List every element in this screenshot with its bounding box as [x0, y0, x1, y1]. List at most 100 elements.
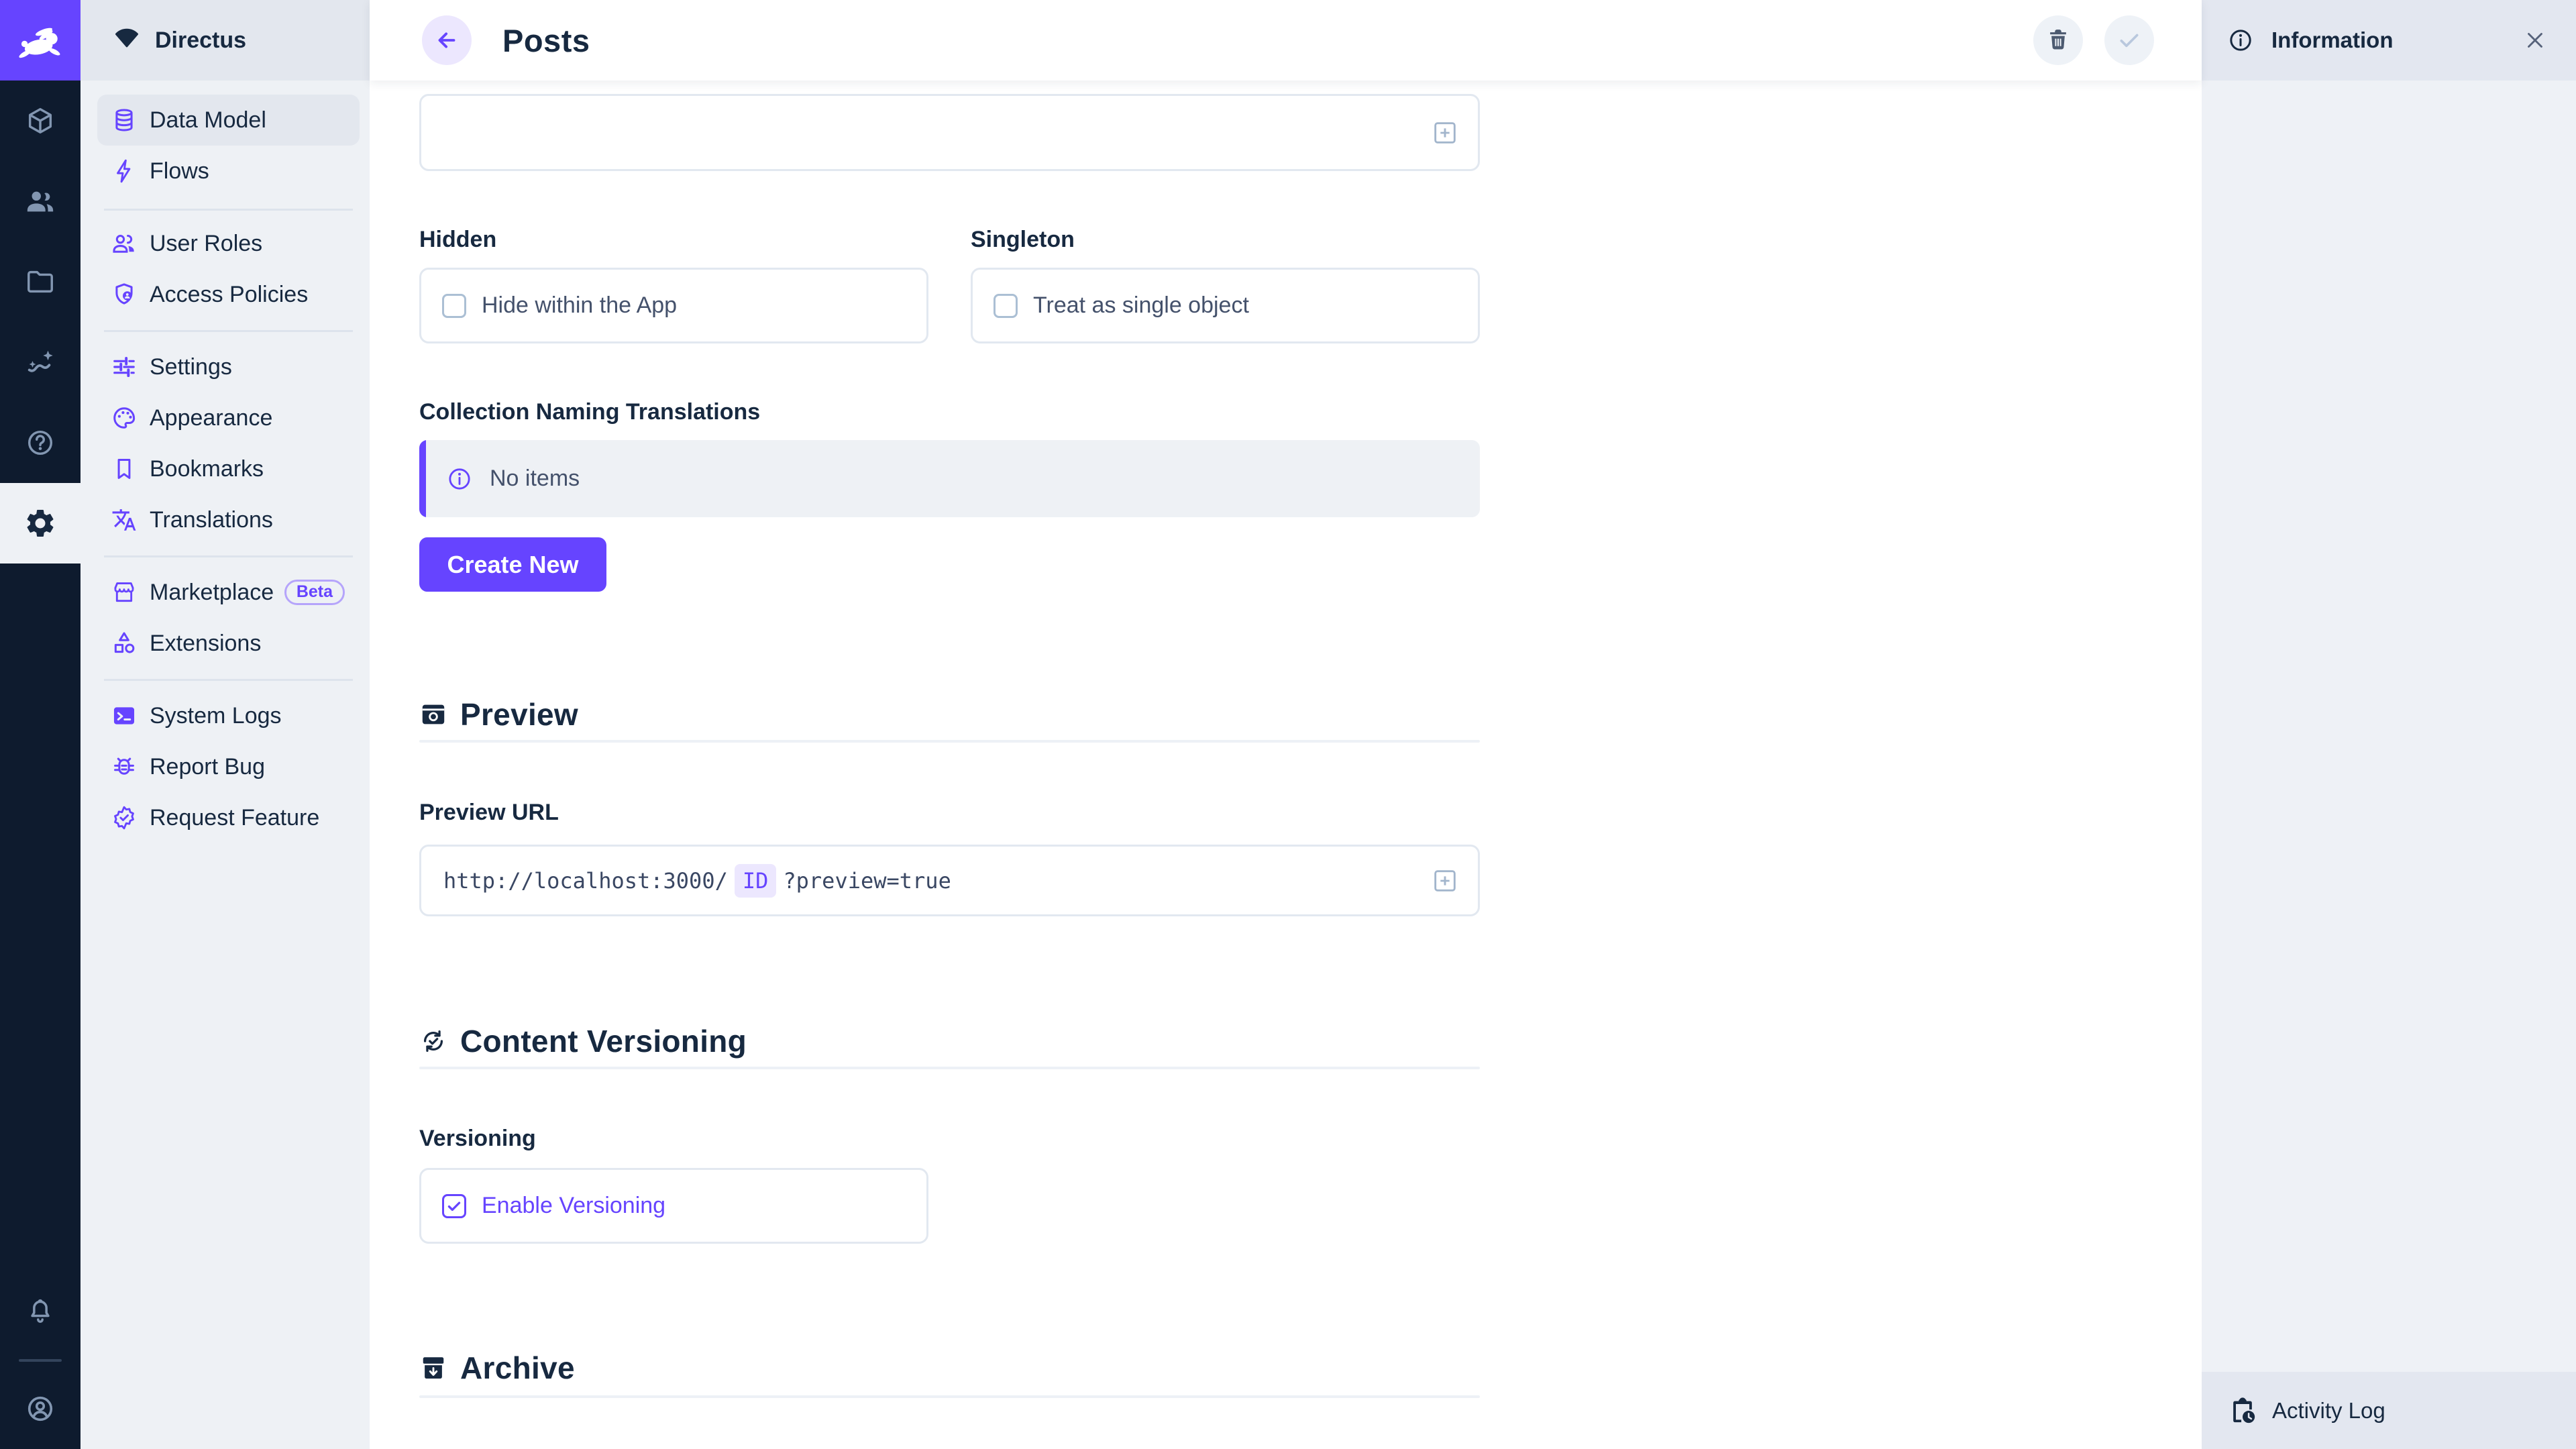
sidebar-item-flows[interactable]: Flows — [97, 146, 360, 197]
save-button[interactable] — [2104, 15, 2154, 65]
nav-divider — [104, 679, 353, 681]
url-prefix: http://localhost:3000/ — [443, 867, 728, 894]
shield-user-icon — [111, 282, 137, 307]
sidebar-item-label: System Logs — [150, 702, 282, 729]
folder-icon — [25, 266, 56, 297]
sidebar-item-system-logs[interactable]: System Logs — [97, 690, 360, 741]
module-user-directory[interactable] — [0, 161, 80, 241]
sidebar-item-marketplace[interactable]: Marketplace Beta — [97, 567, 360, 618]
singleton-checkbox-label: Treat as single object — [1033, 292, 1249, 318]
notice-accent-bar — [419, 440, 426, 517]
trash-icon — [2045, 28, 2071, 53]
main-area: Posts Hidden Singleton H — [370, 0, 2202, 1449]
singleton-label: Singleton — [971, 227, 1075, 252]
notifications-button[interactable] — [0, 1275, 80, 1350]
sidebar-item-label: Access Policies — [150, 281, 309, 307]
hidden-checkbox-row[interactable]: Hide within the App — [421, 270, 926, 341]
category-icon — [111, 631, 137, 656]
enable-versioning-label: Enable Versioning — [482, 1193, 666, 1218]
preview-icon — [419, 700, 447, 729]
sidebar-item-translations[interactable]: Translations — [97, 494, 360, 545]
sidebar-item-extensions[interactable]: Extensions — [97, 618, 360, 669]
help-icon — [25, 427, 56, 458]
versioning-heading-text: Content Versioning — [460, 1024, 747, 1059]
info-panel: Information Activity Log — [2202, 0, 2576, 1449]
sidebar-item-bookmarks[interactable]: Bookmarks — [97, 443, 360, 494]
user-menu-button[interactable] — [0, 1371, 80, 1446]
module-content[interactable] — [0, 80, 80, 161]
module-help[interactable] — [0, 402, 80, 483]
archive-icon — [419, 1354, 447, 1382]
sidebar-item-label: Request Feature — [150, 804, 320, 830]
sidebar-item-appearance[interactable]: Appearance — [97, 392, 360, 443]
nav-sidebar: Directus Data Model Flows User Roles Acc… — [80, 0, 370, 1449]
module-file-library[interactable] — [0, 241, 80, 322]
versioning-checkbox-row[interactable]: Enable Versioning — [421, 1170, 926, 1242]
arrow-left-icon — [433, 26, 461, 54]
preview-url-label: Preview URL — [419, 800, 559, 825]
module-bar-divider — [19, 1359, 62, 1362]
settings-form: Hidden Singleton Hide within the App Tre… — [419, 0, 1480, 1449]
nav-divider — [104, 330, 353, 332]
module-insights[interactable] — [0, 322, 80, 402]
info-panel-title: Information — [2271, 28, 2394, 52]
archive-heading-text: Archive — [460, 1350, 575, 1385]
activity-log-button[interactable]: Activity Log — [2202, 1372, 2576, 1449]
add-box-icon[interactable] — [1431, 119, 1459, 147]
sidebar-item-label: Marketplace — [150, 579, 274, 605]
no-items-text: No items — [490, 466, 580, 491]
project-header[interactable]: Directus — [80, 0, 370, 80]
naming-translations-label: Collection Naming Translations — [419, 399, 761, 425]
delete-button[interactable] — [2033, 15, 2083, 65]
directus-logo[interactable] — [0, 0, 80, 80]
people-icon — [25, 186, 56, 217]
add-box-icon[interactable] — [1431, 867, 1459, 895]
sidebar-item-settings[interactable]: Settings — [97, 341, 360, 392]
sidebar-item-label: Settings — [150, 354, 232, 380]
activity-log-icon — [2229, 1397, 2257, 1425]
storefront-icon — [111, 580, 137, 605]
palette-icon — [111, 405, 137, 431]
preview-heading-text: Preview — [460, 697, 578, 732]
versioning-label: Versioning — [419, 1126, 536, 1151]
hidden-checkbox[interactable] — [442, 293, 466, 318]
module-bar — [0, 0, 80, 1449]
sidebar-item-request-feature[interactable]: Request Feature — [97, 792, 360, 843]
info-panel-header[interactable]: Information — [2202, 0, 2576, 80]
singleton-field: Treat as single object — [971, 268, 1480, 343]
sidebar-item-label: Flows — [150, 158, 209, 184]
singleton-checkbox-row[interactable]: Treat as single object — [973, 270, 1478, 341]
url-suffix: ?preview=true — [783, 867, 951, 894]
hidden-field: Hide within the App — [419, 268, 928, 343]
verified-icon — [111, 805, 137, 830]
terminal-icon — [111, 703, 137, 729]
id-chip[interactable]: ID — [734, 863, 777, 898]
database-icon — [111, 107, 137, 133]
singleton-checkbox[interactable] — [994, 293, 1018, 318]
module-settings[interactable] — [0, 483, 80, 564]
back-button[interactable] — [422, 15, 472, 65]
close-icon[interactable] — [2522, 28, 2548, 53]
bell-icon — [25, 1297, 55, 1327]
sidebar-item-label: Appearance — [150, 405, 273, 431]
preview-url-input[interactable]: http://localhost:3000/ID ?preview=true — [419, 845, 1480, 916]
sidebar-item-label: Extensions — [150, 630, 262, 656]
archive-section-heading: Archive — [419, 1350, 575, 1386]
enable-versioning-checkbox[interactable] — [442, 1193, 466, 1218]
note-field[interactable] — [419, 94, 1480, 171]
content-versioning-icon — [419, 1027, 447, 1055]
create-new-button[interactable]: Create New — [419, 537, 606, 592]
beta-badge: Beta — [284, 580, 345, 605]
sidebar-item-label: Data Model — [150, 107, 266, 133]
sidebar-item-label: User Roles — [150, 230, 263, 256]
group-icon — [111, 231, 137, 256]
sidebar-item-user-roles[interactable]: User Roles — [97, 218, 360, 269]
sidebar-item-report-bug[interactable]: Report Bug — [97, 741, 360, 792]
sidebar-item-access-policies[interactable]: Access Policies — [97, 269, 360, 320]
sidebar-item-label: Bookmarks — [150, 455, 264, 482]
sidebar-item-data-model[interactable]: Data Model — [97, 95, 360, 146]
bug-icon — [111, 754, 137, 780]
section-divider — [419, 740, 1480, 743]
page-title: Posts — [502, 22, 590, 58]
bolt-icon — [111, 158, 137, 184]
